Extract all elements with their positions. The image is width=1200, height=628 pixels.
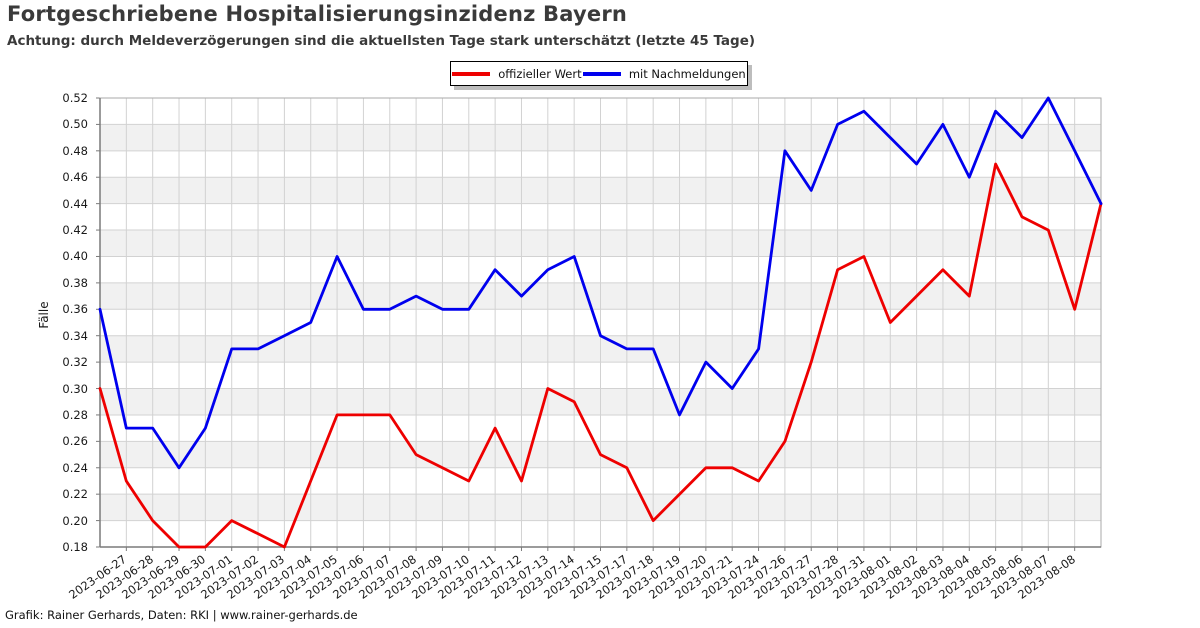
legend-item-official: offizieller Wert <box>452 66 582 81</box>
y-tick-label: 0.20 <box>62 513 88 528</box>
legend: offizieller Wert mit Nachmeldungen <box>450 61 748 86</box>
y-tick-label: 0.24 <box>62 460 88 475</box>
y-tick-label: 0.34 <box>62 328 88 343</box>
y-tick-label: 0.18 <box>62 540 88 554</box>
legend-item-nachmeldungen: mit Nachmeldungen <box>582 66 746 81</box>
chart-warning-subtitle: Achtung: durch Meldeverzögerungen sind d… <box>7 33 756 49</box>
y-tick-label: 0.22 <box>62 487 88 502</box>
y-tick-label: 0.44 <box>62 196 88 211</box>
y-tick-label: 0.52 <box>62 91 88 105</box>
legend-swatch-blue-line <box>582 71 621 76</box>
y-tick-label: 0.46 <box>62 170 88 185</box>
y-tick-label: 0.26 <box>62 434 88 449</box>
legend-label-official: offizieller Wert <box>498 66 582 81</box>
attribution-footer: Grafik: Rainer Gerhards, Daten: RKI | ww… <box>5 608 358 622</box>
y-tick-label: 0.32 <box>62 355 88 370</box>
chart-title: Fortgeschriebene Hospitalisierungsinzide… <box>7 2 628 26</box>
y-tick-label: 0.40 <box>62 249 88 264</box>
y-tick-label: 0.36 <box>62 302 88 317</box>
y-tick-label: 0.38 <box>62 275 88 290</box>
legend-swatch-red-line <box>452 71 491 76</box>
y-tick-label: 0.30 <box>62 381 88 396</box>
legend-label-nachmeldungen: mit Nachmeldungen <box>628 66 746 81</box>
y-tick-label: 0.48 <box>62 143 88 158</box>
y-tick-label: 0.42 <box>62 223 88 238</box>
y-tick-label: 0.28 <box>62 407 88 422</box>
y-tick-label: 0.50 <box>62 117 88 132</box>
